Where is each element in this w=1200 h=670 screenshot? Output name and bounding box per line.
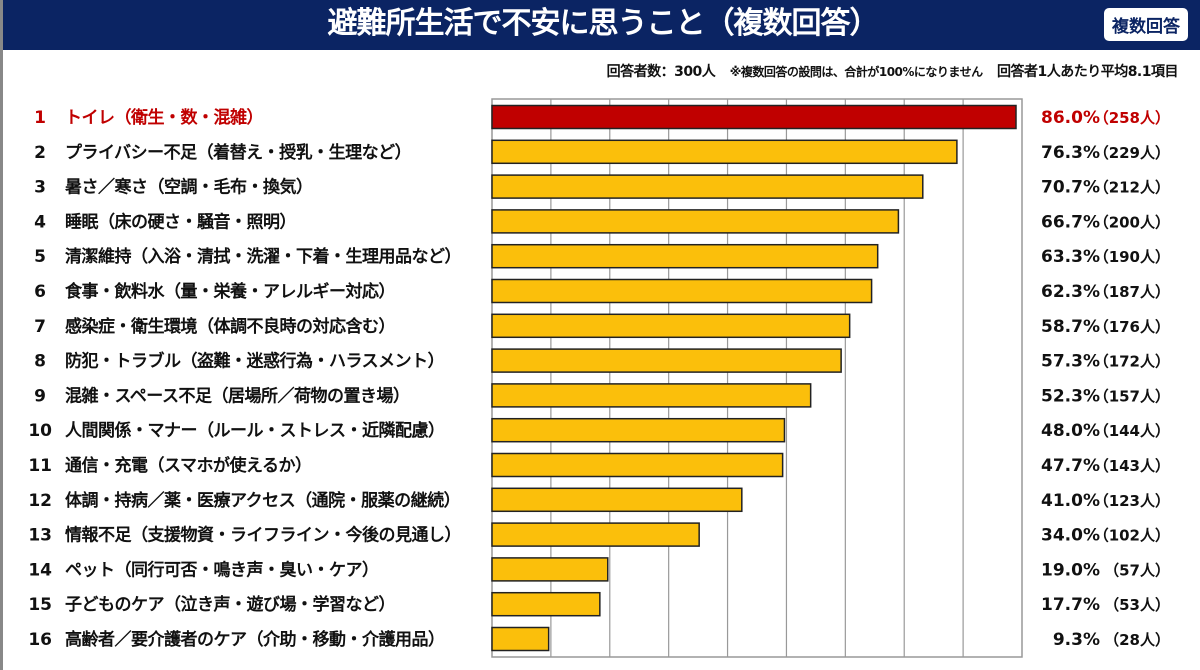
value-label: 34.0% — [1041, 526, 1100, 546]
rank-label: 12 — [28, 491, 52, 511]
average-items: 回答者1人あたり平均8.1項目 — [996, 64, 1179, 80]
rank-label: 13 — [28, 526, 52, 546]
bar — [491, 452, 784, 478]
count-label: （57人） — [1104, 561, 1170, 579]
bar — [491, 626, 550, 652]
count-label: （187人） — [1094, 283, 1170, 301]
category-label: 睡眠（床の硬さ・騒音・照明） — [65, 211, 296, 232]
rank-label: 11 — [28, 456, 52, 476]
count-label: （53人） — [1104, 596, 1170, 614]
count-label: （123人） — [1094, 492, 1170, 510]
value-label: 62.3% — [1041, 282, 1100, 302]
category-label: 防犯・トラブル（盗難・迷惑行為・ハラスメント） — [65, 351, 444, 372]
page-title: 避難所生活で不安に思うこと（複数回答） — [327, 6, 880, 41]
count-label: （190人） — [1094, 248, 1170, 266]
count-label: （143人） — [1094, 457, 1170, 475]
count-label: （144人） — [1094, 422, 1170, 440]
bar — [491, 487, 743, 513]
value-label: 41.0% — [1041, 491, 1100, 511]
value-label: 66.7% — [1041, 212, 1100, 232]
bar — [491, 557, 609, 582]
bar — [491, 209, 900, 234]
disclaimer: ※複数回答の設問は、合計が100%になりません — [729, 65, 983, 79]
header-bar: 避難所生活で不安に思うこと（複数回答） 複数回答 — [0, 0, 1200, 50]
category-label: 子どものケア（泣き声・遊び場・学習など） — [65, 594, 395, 615]
value-label: 76.3% — [1041, 143, 1100, 163]
category-label: 食事・飲料水（量・栄養・アレルギー対応） — [65, 281, 395, 302]
count-label: （176人） — [1094, 318, 1170, 336]
category-label: 人間関係・マナー（ルール・ストレス・近隣配慮） — [65, 420, 445, 441]
category-label: 感染症・衛生環境（体調不良時の対応含む） — [65, 316, 395, 337]
value-label: 48.0% — [1041, 421, 1100, 441]
bar — [491, 591, 601, 617]
bar — [491, 139, 958, 165]
value-label: 19.0% — [1041, 560, 1100, 580]
bar — [491, 522, 700, 547]
category-label: 清潔維持（入浴・清拭・洗濯・下着・生理用品など） — [65, 246, 461, 267]
bar — [491, 417, 786, 443]
category-label: トイレ（衛生・数・混雑） — [65, 107, 263, 128]
survey-note: 回答者数：300人 ※複数回答の設問は、合計が100%になりません 回答者1人あ… — [597, 61, 1179, 81]
category-label: ペット（同行可否・鳴き声・臭い・ケア） — [65, 559, 379, 580]
count-label: （157人） — [1094, 387, 1170, 405]
bar — [491, 278, 873, 304]
rank-label: 10 — [28, 421, 52, 441]
left-border — [0, 50, 3, 670]
rank-label: 9 — [34, 386, 46, 406]
category-label: 暑さ／寒さ（空調・毛布・換気） — [65, 177, 313, 198]
count-label: （229人） — [1094, 144, 1170, 162]
value-label: 70.7% — [1041, 178, 1100, 198]
bar — [491, 104, 1017, 130]
count-label: （172人） — [1094, 353, 1170, 371]
count-label: （258人） — [1094, 109, 1170, 127]
value-label: 58.7% — [1041, 317, 1100, 337]
count-label: （200人） — [1094, 213, 1170, 231]
value-label: 47.7% — [1041, 456, 1100, 476]
count-label: （212人） — [1094, 179, 1170, 197]
bar — [491, 174, 924, 199]
bar — [491, 348, 842, 373]
rank-label: 5 — [34, 247, 46, 267]
value-label: 63.3% — [1041, 247, 1100, 267]
count-label: （102人） — [1094, 527, 1170, 545]
value-label: 9.3% — [1053, 630, 1100, 650]
rank-label: 6 — [34, 282, 46, 302]
value-label: 86.0% — [1041, 108, 1100, 128]
value-label: 57.3% — [1041, 352, 1100, 372]
count-label: （28人） — [1104, 631, 1170, 649]
multiple-answer-badge: 複数回答 — [1104, 8, 1188, 41]
rank-label: 15 — [28, 595, 52, 615]
rank-label: 1 — [34, 108, 46, 128]
category-label: プライバシー不足（着替え・授乳・生理など） — [65, 142, 411, 163]
category-label: 通信・充電（スマホが使えるか） — [65, 455, 311, 476]
category-label: 混雑・スペース不足（居場所／荷物の置き場） — [65, 385, 409, 406]
category-label: 体調・持病／薬・医療アクセス（通院・服薬の継続） — [65, 490, 460, 511]
category-label: 高齢者／要介護者のケア（介助・移動・介護用品） — [65, 629, 445, 650]
rank-label: 16 — [28, 630, 52, 650]
respondent-count: 回答者数：300人 — [606, 64, 716, 80]
value-label: 52.3% — [1041, 386, 1100, 406]
bar — [491, 383, 812, 408]
rank-label: 3 — [34, 178, 46, 198]
rank-label: 2 — [34, 143, 46, 163]
value-label: 17.7% — [1041, 595, 1100, 615]
rank-label: 14 — [28, 560, 52, 580]
bar — [491, 313, 851, 339]
rank-label: 8 — [34, 352, 46, 372]
rank-label: 4 — [34, 212, 46, 232]
rank-label: 7 — [34, 317, 46, 337]
category-label: 情報不足（支援物資・ライフライン・今後の見通し） — [65, 525, 461, 546]
bar — [491, 243, 879, 269]
